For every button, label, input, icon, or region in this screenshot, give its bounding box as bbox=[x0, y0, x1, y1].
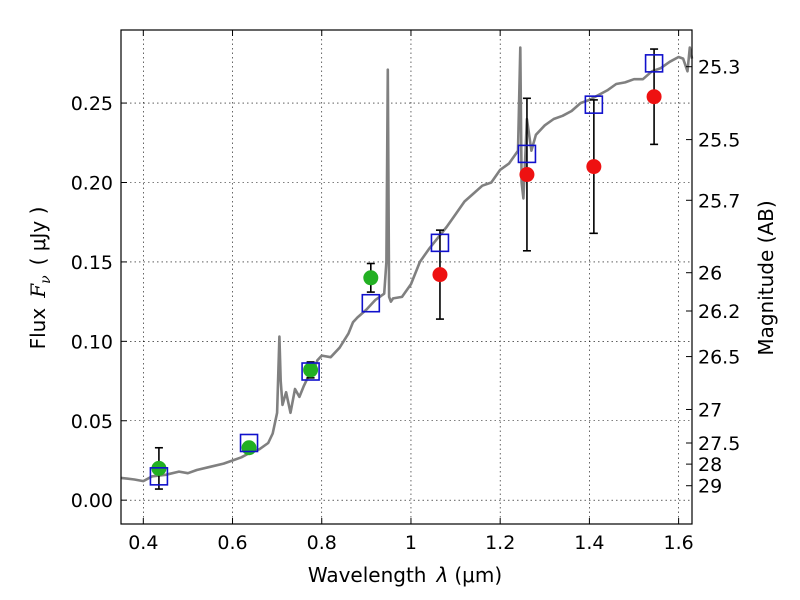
data-point bbox=[519, 167, 535, 183]
data-point bbox=[303, 362, 319, 378]
marker-layer bbox=[149, 54, 664, 486]
right-tick-label: 25.3 bbox=[698, 57, 740, 79]
data-point-square bbox=[301, 362, 320, 381]
y-axis-label: FluxFν( μJy ) bbox=[26, 207, 54, 350]
data-point bbox=[586, 159, 602, 175]
plot-frame bbox=[120, 29, 693, 525]
data-point-square bbox=[584, 95, 604, 114]
grid-lines bbox=[121, 30, 692, 524]
data-point-square bbox=[430, 233, 450, 253]
x-tick-label: 1 bbox=[405, 532, 417, 554]
x-tick-label: 1.6 bbox=[664, 532, 694, 554]
right-tick-label: 25.7 bbox=[698, 190, 740, 212]
x-tick-label: 1.2 bbox=[485, 532, 515, 554]
data-point bbox=[432, 267, 448, 283]
data-point-square bbox=[361, 293, 381, 313]
data-point-square bbox=[239, 433, 259, 453]
right-tick-label: 26.5 bbox=[698, 347, 740, 369]
y-tick-label: 0.00 bbox=[71, 490, 113, 512]
right-tick-label: 25.5 bbox=[698, 130, 740, 152]
x-tick-label: 1.4 bbox=[574, 532, 604, 554]
tick-layer: 0.4 0.6 0.8 1 1.2 1.4 1.6 0.00 0.05 0.10 0.15 0.20 0… bbox=[71, 30, 740, 554]
x-tick-label: 0.6 bbox=[217, 532, 247, 554]
right-tick-label: 29 bbox=[698, 476, 722, 498]
x-tick-label: 0.8 bbox=[307, 532, 337, 554]
y-tick-label: 0.20 bbox=[71, 172, 113, 194]
right-tick-label: 28 bbox=[698, 454, 722, 476]
right-tick-label: 27 bbox=[698, 399, 722, 421]
y-tick-label: 0.10 bbox=[71, 331, 113, 353]
data-point-square bbox=[517, 144, 537, 164]
errorbar-layer bbox=[154, 48, 659, 490]
data-point bbox=[241, 440, 257, 456]
right-tick-label: 26 bbox=[698, 263, 722, 285]
y-tick-label: 0.25 bbox=[71, 93, 113, 115]
y-tick-label: 0.15 bbox=[71, 252, 113, 274]
spectrum-line bbox=[120, 46, 694, 483]
data-point-square bbox=[644, 54, 664, 73]
right-axis-label: Magnitude (AB) bbox=[754, 200, 778, 355]
x-axis-label: Wavelength λ (μm) bbox=[308, 563, 502, 587]
x-tick-label: 0.4 bbox=[128, 532, 158, 554]
y-tick-label: 0.05 bbox=[71, 411, 113, 433]
right-tick-label: 26.2 bbox=[698, 301, 740, 323]
right-tick-label: 27.5 bbox=[698, 433, 740, 455]
data-point bbox=[646, 89, 662, 105]
data-point-square bbox=[149, 467, 169, 486]
data-point bbox=[363, 270, 379, 286]
spectrum-layer bbox=[120, 46, 694, 483]
